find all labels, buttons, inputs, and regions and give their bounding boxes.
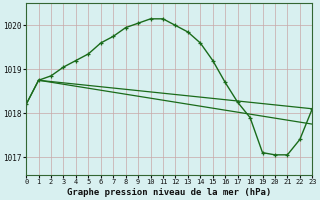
X-axis label: Graphe pression niveau de la mer (hPa): Graphe pression niveau de la mer (hPa) [67,188,271,197]
